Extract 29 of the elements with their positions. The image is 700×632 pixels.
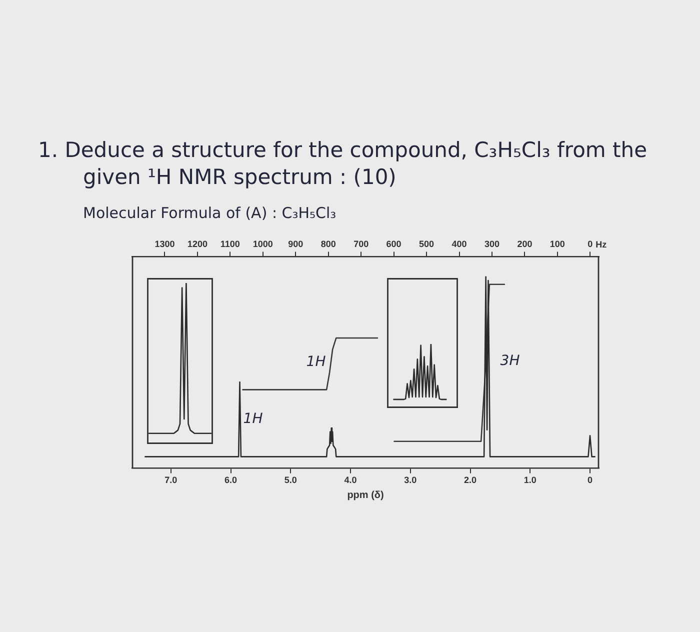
x2-tick-label: 1000	[252, 238, 273, 249]
x-tick-label: 0	[588, 475, 593, 486]
chart-subtitle: Molecular Formula of (A) : C₃H₅Cl₃	[83, 204, 336, 222]
x2-tick-label: 0	[588, 238, 593, 249]
annotation: 1H	[306, 354, 326, 370]
annotation: 3H	[500, 353, 520, 369]
x-tick-label: 4.0	[344, 475, 357, 486]
x2-tick-label: 600	[386, 238, 402, 249]
x2-axis-title: Hz	[596, 239, 608, 250]
x2-tick-label: 900	[288, 238, 304, 249]
x2-tick-label: 800	[320, 238, 336, 249]
x-tick-label: 7.0	[164, 475, 178, 486]
x2-tick-label: 1200	[187, 238, 208, 249]
x2-tick-label: 1300	[154, 238, 175, 249]
x-tick-label: 1.0	[524, 475, 536, 486]
chart-title: 1. Deduce a structure for the compound, C₃H₅Cl₃ from the given ¹H NMR spectrum : (10)	[38, 137, 648, 191]
x2-tick-label: 300	[484, 238, 500, 249]
x2-tick-label: 500	[419, 238, 434, 249]
x-tick-label: 6.0	[224, 475, 238, 486]
x-axis-title: ppm (δ)	[347, 490, 384, 501]
x-tick-label: 3.0	[404, 475, 417, 486]
annotation: 1H	[243, 411, 263, 427]
x2-tick-label: 200	[517, 238, 532, 249]
x2-tick-label: 400	[452, 238, 467, 249]
x-tick-label: 2.0	[464, 475, 477, 486]
x-tick-label: 5.0	[284, 475, 297, 486]
x2-tick-label: 1100	[220, 238, 240, 249]
x2-tick-label: 700	[354, 238, 369, 249]
x2-tick-label: 100	[550, 238, 565, 249]
